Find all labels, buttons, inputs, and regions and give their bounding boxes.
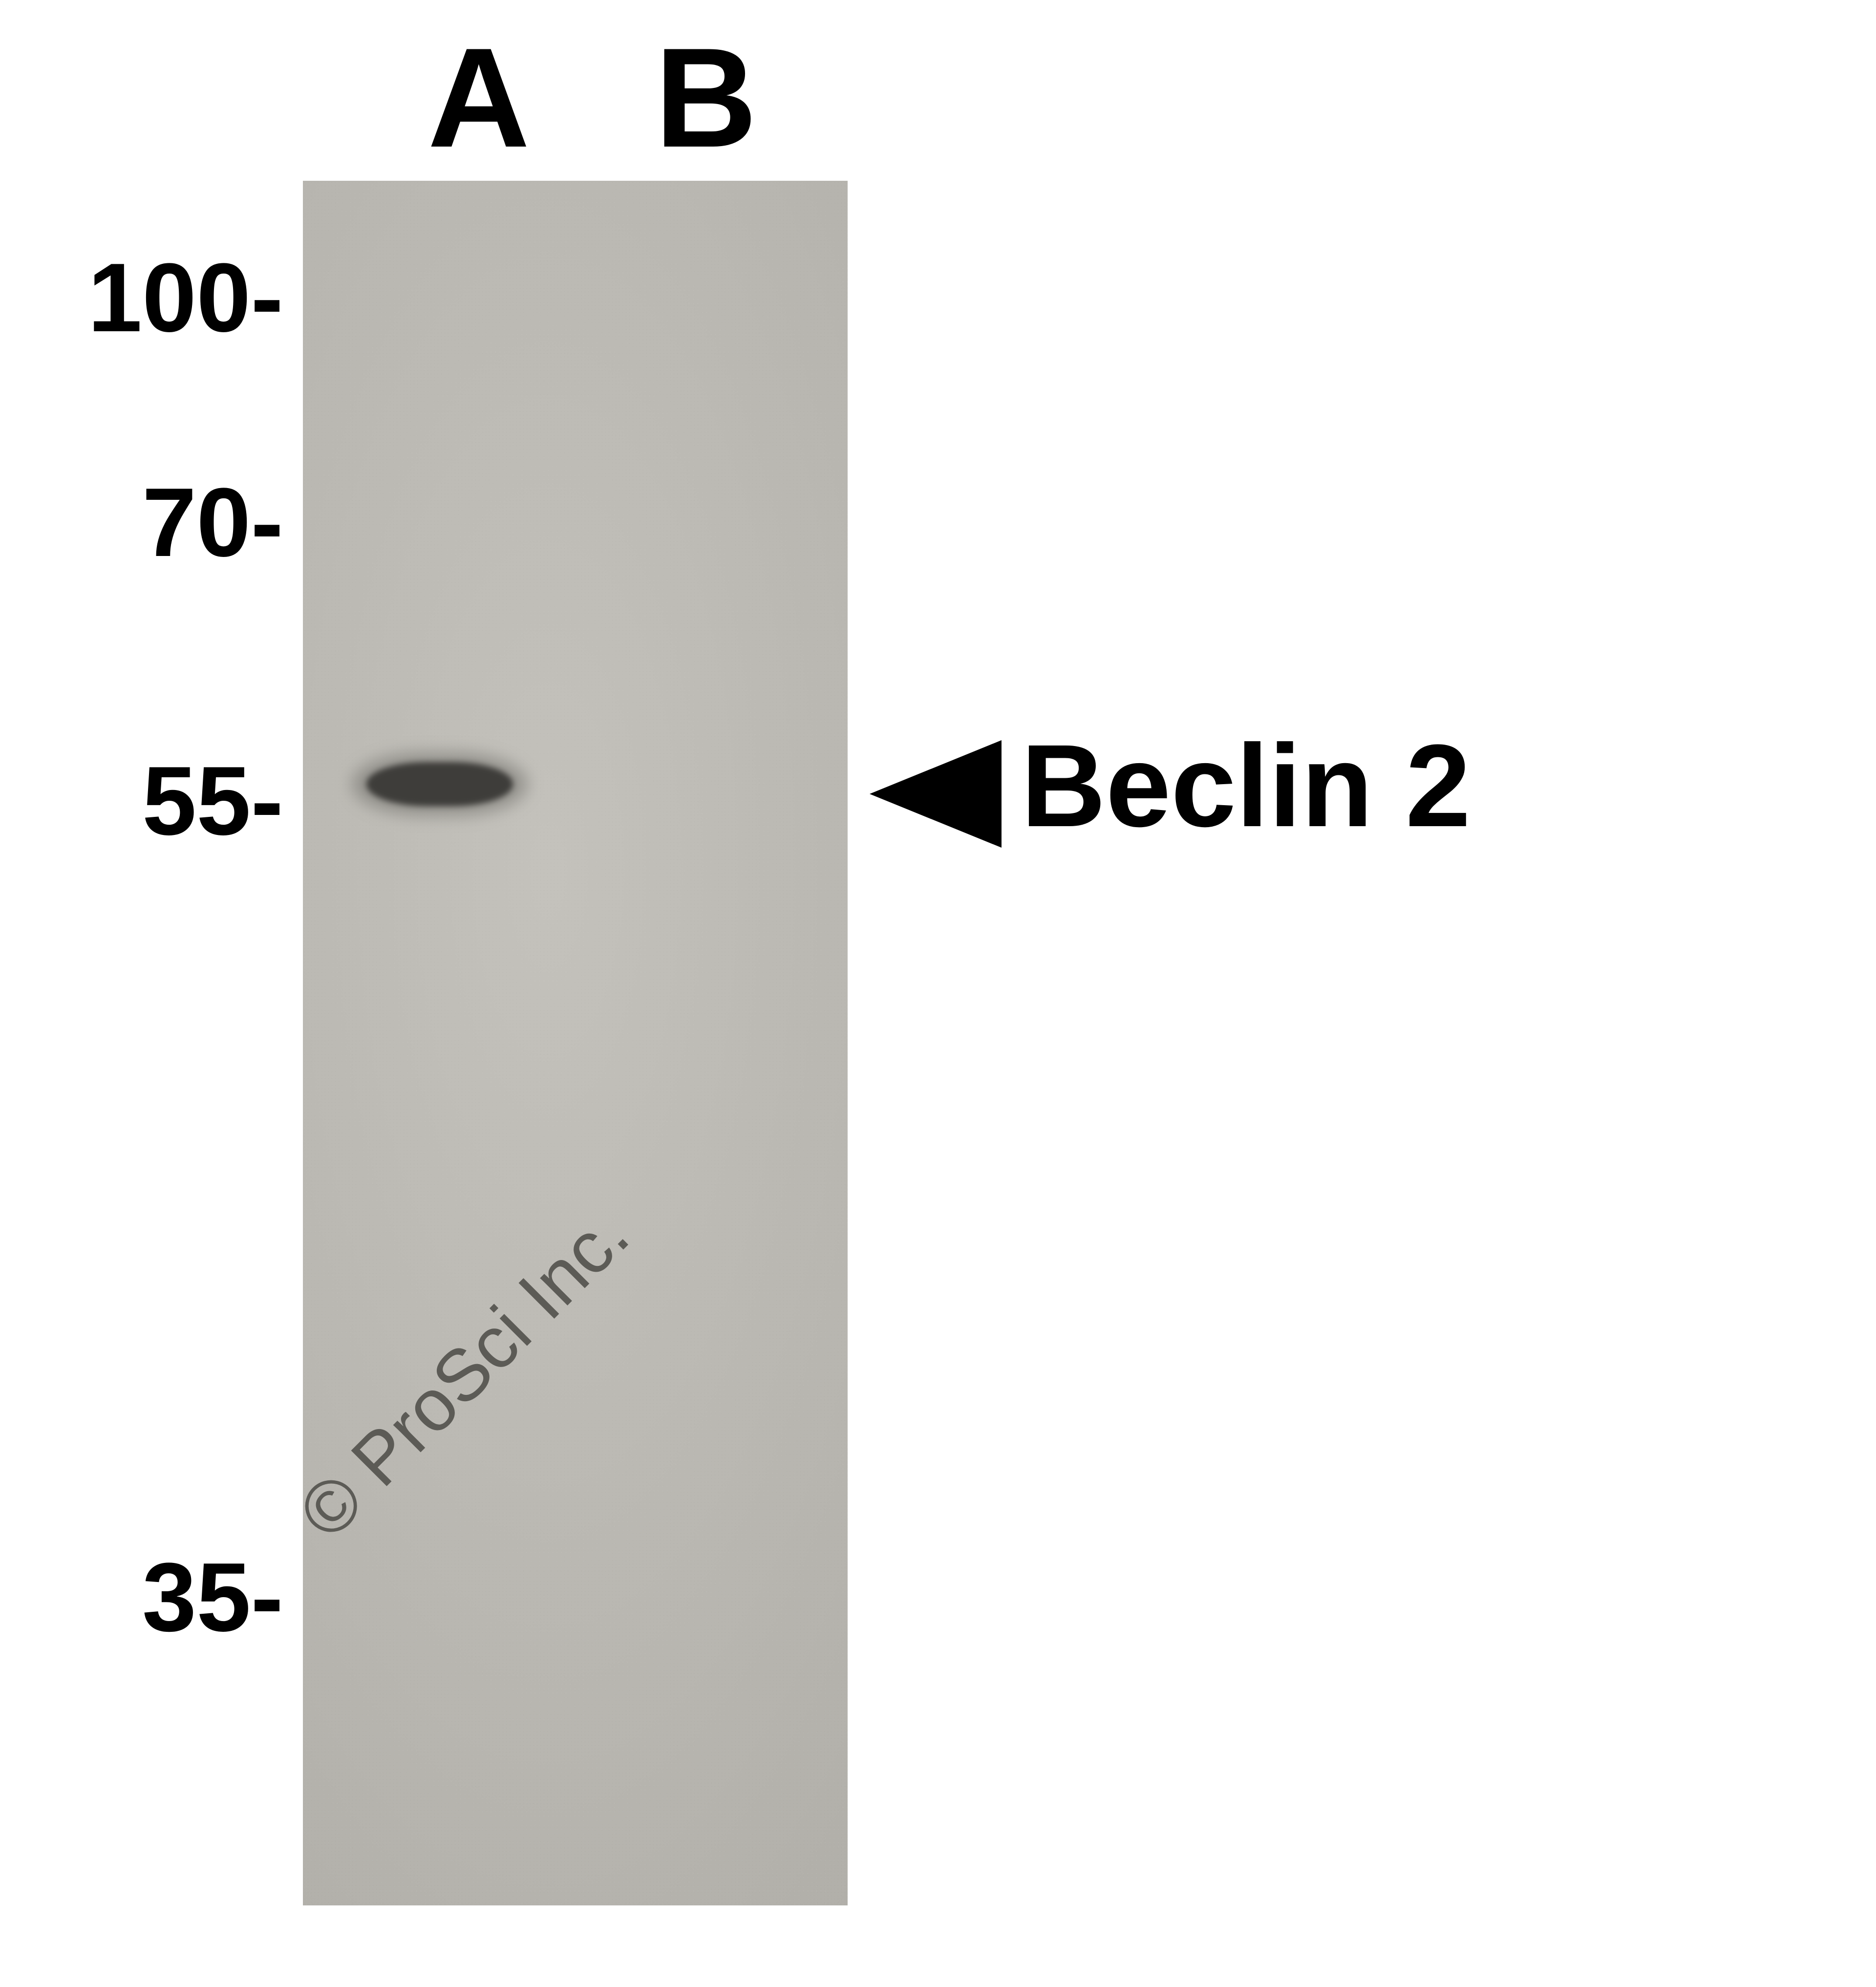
target-label: Beclin 2 xyxy=(1021,727,1471,844)
mw-label-35: 35- xyxy=(113,1549,283,1646)
lane-header-b: B xyxy=(642,27,770,169)
mw-label-70: 70- xyxy=(113,474,283,572)
blot-strip: © ProSci Inc. xyxy=(303,181,848,1905)
band-beclin2-lane-a xyxy=(366,762,513,806)
mw-label-55: 55- xyxy=(113,752,283,850)
blot-noise xyxy=(303,181,848,1905)
target-arrow-icon xyxy=(870,740,1002,848)
mw-label-100: 100- xyxy=(57,249,283,347)
western-blot-figure: A B © ProSci Inc. 100- 70- 55- 35- Becli… xyxy=(0,0,1876,1987)
lane-header-a: A xyxy=(415,27,543,169)
